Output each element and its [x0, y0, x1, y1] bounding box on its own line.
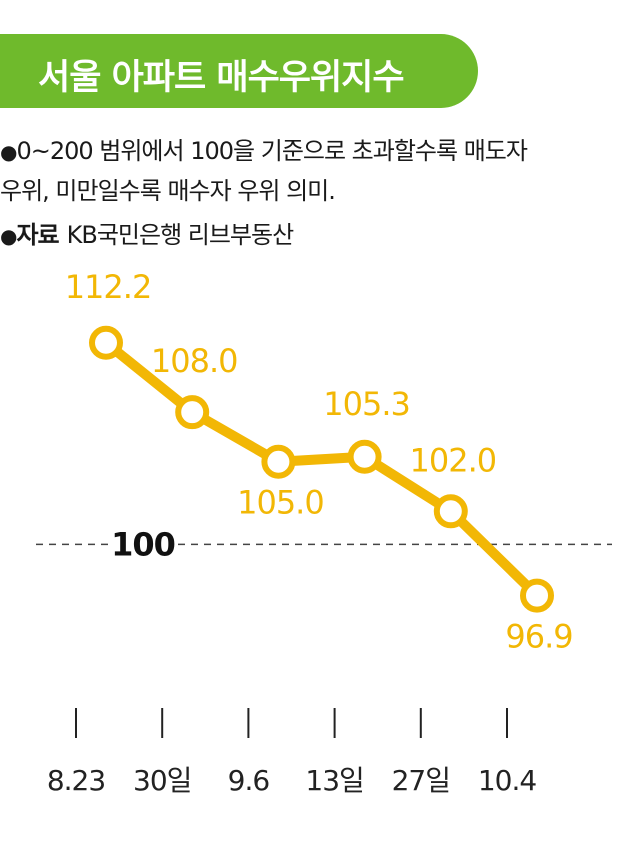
x-tick-label: 9.6	[228, 764, 270, 797]
reference-label: 100	[111, 525, 175, 563]
x-tick-label: 8.23	[47, 764, 105, 797]
x-tick-label: 13일	[305, 764, 363, 797]
data-label: 112.2	[65, 268, 152, 306]
x-tick-label: 27일	[392, 764, 450, 797]
source-label: 자료	[16, 221, 59, 249]
description-line-2: 우위, 미만일수록 매수자 우위 의미.	[0, 174, 630, 208]
data-point	[261, 444, 296, 479]
data-label: 105.3	[323, 385, 410, 423]
description-line-1: ●0~200 범위에서 100을 기준으로 초과할수록 매도자	[0, 134, 630, 169]
description-text-1: 0~200 범위에서 100을 기준으로 초과할수록 매도자	[16, 137, 527, 165]
data-point	[89, 325, 123, 360]
x-tick-label: 10.4	[478, 764, 537, 797]
data-label: 102.0	[409, 441, 496, 479]
data-point	[175, 395, 210, 430]
data-label: 108.0	[151, 342, 238, 380]
data-point	[433, 494, 468, 529]
data-point	[347, 439, 382, 474]
chart-title: 서울 아파트 매수우위지수	[38, 58, 405, 98]
source-value: KB국민은행 리브부동산	[66, 221, 295, 249]
bullet-icon: ●	[0, 140, 17, 164]
source-line: ●자료 KB국민은행 리브부동산	[0, 218, 630, 253]
data-label: 96.9	[505, 618, 572, 656]
data-label: 105.0	[237, 484, 324, 522]
data-point	[520, 578, 554, 613]
series-line	[101, 337, 542, 601]
bullet-icon: ●	[0, 224, 17, 248]
x-tick-label: 30일	[133, 764, 191, 797]
title-banner: 서울 아파트 매수우위지수	[0, 34, 478, 108]
description-text-2: 우위, 미만일수록 매수자 우위 의미.	[0, 177, 336, 205]
